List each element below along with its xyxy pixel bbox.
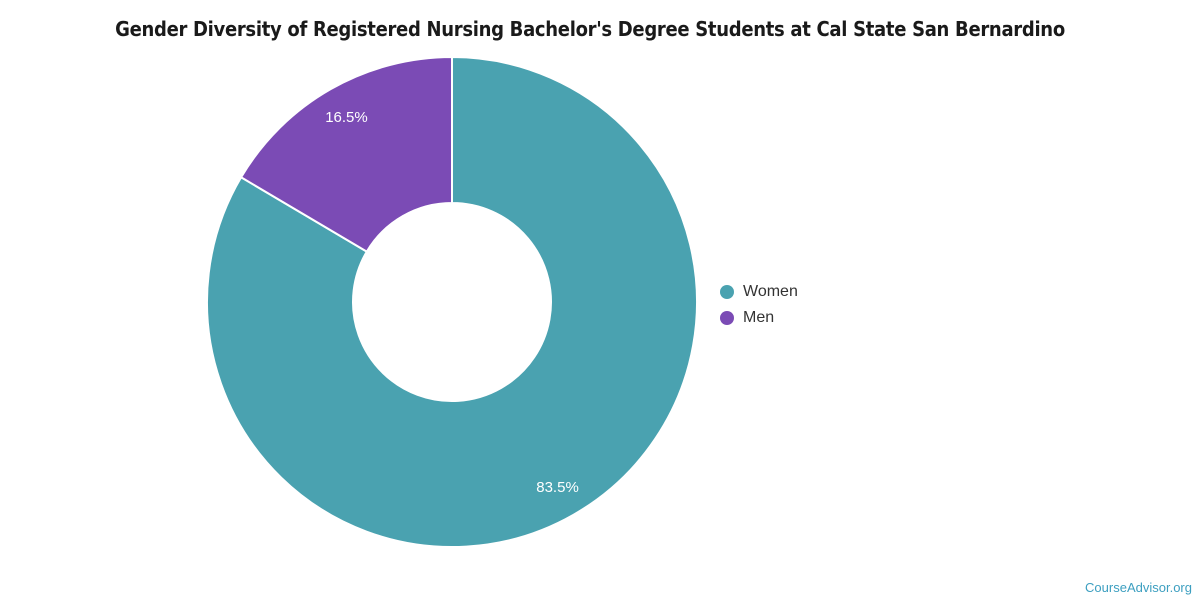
legend-label-women: Women: [743, 283, 798, 300]
legend-swatch-women-icon: [720, 285, 734, 299]
legend-label-men: Men: [743, 309, 775, 326]
slice-label-women: 83.5%: [536, 479, 579, 496]
legend: Women Men: [720, 279, 798, 331]
legend-item-women: Women: [720, 279, 798, 305]
chart-title: Gender Diversity of Registered Nursing B…: [115, 17, 1065, 41]
slice-label-men: 16.5%: [325, 109, 368, 126]
legend-swatch-men-icon: [720, 311, 734, 325]
pie-slice-men: [240, 56, 453, 253]
pie-slice-women: [206, 56, 698, 548]
watermark-link[interactable]: CourseAdvisor.org: [1085, 580, 1192, 595]
legend-item-men: Men: [720, 305, 798, 331]
